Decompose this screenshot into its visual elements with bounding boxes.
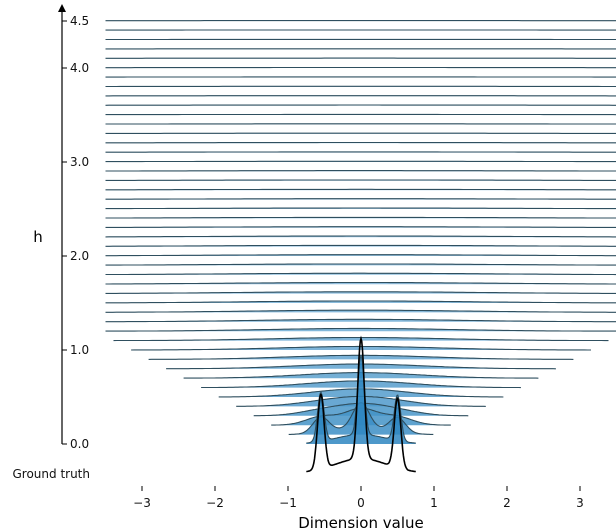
ridge-fill — [105, 273, 616, 275]
y-axis-arrow — [58, 4, 66, 12]
y-tick-label: 4.0 — [70, 61, 89, 75]
x-tick-label: 3 — [576, 496, 584, 510]
x-tick-label: 1 — [430, 496, 438, 510]
ridge-fill — [105, 264, 616, 266]
y-tick-label: 0.0 — [70, 437, 89, 451]
ridge-line — [105, 272, 616, 276]
ridge-line — [105, 291, 616, 294]
ridges — [105, 20, 616, 444]
ridge-line — [105, 309, 616, 313]
ridge-fill — [105, 301, 616, 303]
x-tick-label: −3 — [133, 496, 151, 510]
ridge-line — [105, 263, 616, 266]
ridge-line — [105, 188, 616, 191]
x-axis: −3 −2 −1 0 1 2 3 — [133, 486, 584, 510]
ridge-line — [105, 254, 616, 257]
x-tick-label: 0 — [357, 496, 365, 510]
ridge-line — [105, 300, 616, 304]
ridge-line — [105, 244, 616, 247]
x-tick-label: −1 — [279, 496, 297, 510]
y-tick-label: 1.0 — [70, 343, 89, 357]
ridge-line — [306, 354, 416, 444]
x-axis-label: Dimension value — [298, 514, 423, 531]
y-tick-label: 3.0 — [70, 155, 89, 169]
ridge-line — [105, 226, 616, 229]
ridge-line — [105, 216, 616, 219]
ridge-line — [105, 198, 616, 200]
y-axis-label: h — [33, 228, 43, 246]
ground-truth-curve — [306, 335, 416, 473]
ridge-line — [105, 318, 616, 323]
x-tick-label: 2 — [503, 496, 511, 510]
ground-truth-line — [306, 335, 416, 473]
ridge-fill — [105, 282, 616, 285]
y-axis: 0.0 1.0 2.0 3.0 4.0 4.5 — [58, 4, 89, 451]
y-tick-label: 4.5 — [70, 14, 89, 28]
ridge-fill — [306, 355, 416, 444]
ridge-fill — [105, 254, 616, 256]
ridge-line — [131, 345, 591, 351]
ridge-line — [105, 235, 616, 238]
y-tick-label: 2.0 — [70, 249, 89, 263]
ridge-line — [105, 281, 616, 285]
ground-truth-label: Ground truth — [12, 467, 90, 481]
ridge-line — [105, 327, 616, 332]
ridge-fill — [105, 291, 616, 294]
ridge-line — [105, 207, 616, 210]
x-tick-label: −2 — [206, 496, 224, 510]
